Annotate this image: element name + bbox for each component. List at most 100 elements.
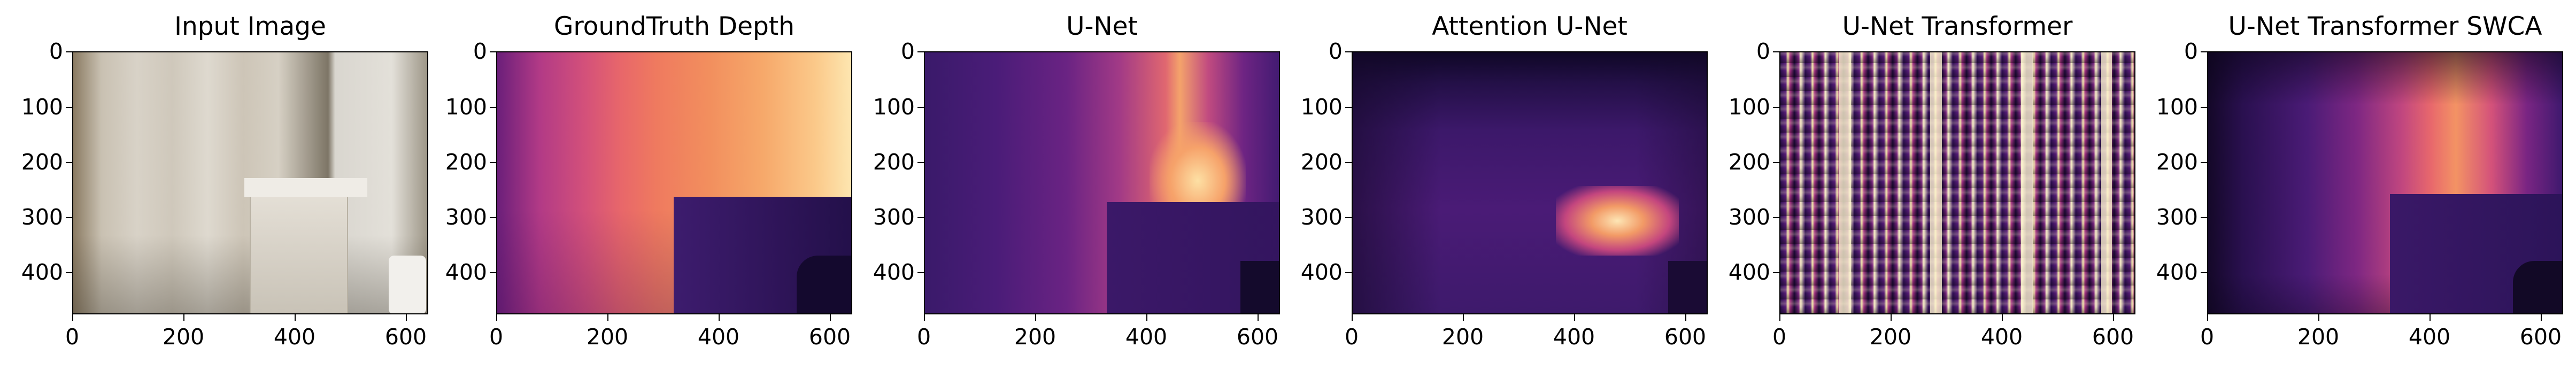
x-tick-label: 200 <box>586 324 629 350</box>
panel-title: Attention U-Net <box>1432 12 1628 41</box>
x-tick <box>2430 314 2431 321</box>
x-tick <box>183 314 184 321</box>
y-tick-label: 400 <box>873 259 915 285</box>
x-tick-label: 200 <box>162 324 205 350</box>
x-tick-label: 200 <box>1014 324 1056 350</box>
x-tick <box>1035 314 1036 321</box>
panel-image-trans <box>1779 51 2135 314</box>
x-tick-label: 600 <box>1664 324 1707 350</box>
x-tick <box>1352 314 1353 321</box>
y-tick-label: 100 <box>2156 94 2198 120</box>
x-tick <box>295 314 296 321</box>
y-tick-label: 0 <box>1328 38 1343 64</box>
panel-trans: U-Net Transformer 0 100 200 300 400 0 200 400 60… <box>1707 0 2135 370</box>
y-tick <box>1773 272 1779 273</box>
y-tick-label: 100 <box>1300 94 1343 120</box>
x-tick-label: 0 <box>916 324 931 350</box>
y-tick <box>1345 217 1352 218</box>
y-tick <box>66 107 72 108</box>
panel-title: GroundTruth Depth <box>553 12 795 41</box>
y-tick <box>1773 51 1779 52</box>
y-tick <box>2201 107 2207 108</box>
y-tick <box>1773 107 1779 108</box>
x-tick-label: 600 <box>808 324 851 350</box>
y-tick-label: 400 <box>445 259 487 285</box>
y-tick-label: 100 <box>445 94 487 120</box>
x-tick <box>2318 314 2319 321</box>
x-tick <box>2113 314 2114 321</box>
y-tick <box>917 107 924 108</box>
y-tick-label: 300 <box>1300 204 1343 230</box>
y-tick <box>1345 107 1352 108</box>
y-tick-label: 0 <box>49 38 63 64</box>
x-tick-label: 200 <box>1869 324 1912 350</box>
x-tick <box>2002 314 2003 321</box>
y-tick-label: 0 <box>473 38 487 64</box>
x-tick <box>1685 314 1686 321</box>
panel-image-gt <box>496 51 852 314</box>
panel-att: Attention U-Net 0 100 200 300 400 0 200 400 600 <box>1279 0 1708 370</box>
y-tick <box>2201 272 2207 273</box>
y-tick-label: 200 <box>1728 149 1770 175</box>
panel-title: U-Net Transformer <box>1842 12 2073 41</box>
y-tick-label: 100 <box>1728 94 1770 120</box>
y-tick-label: 0 <box>900 38 915 64</box>
y-tick <box>490 51 496 52</box>
y-tick-label: 200 <box>873 149 915 175</box>
y-tick-label: 300 <box>21 204 63 230</box>
x-tick <box>1891 314 1892 321</box>
y-tick-label: 200 <box>1300 149 1343 175</box>
panel-image-input <box>72 51 428 314</box>
y-tick <box>490 217 496 218</box>
y-tick-label: 0 <box>1756 38 1770 64</box>
x-tick <box>2541 314 2542 321</box>
y-tick <box>1345 162 1352 163</box>
x-tick-label: 0 <box>2200 324 2215 350</box>
y-tick <box>917 272 924 273</box>
panel-image-swca <box>2207 51 2563 314</box>
panel-gt: GroundTruth Depth 0 100 200 300 400 0 200 400 60… <box>424 0 852 370</box>
y-tick-label: 200 <box>2156 149 2198 175</box>
x-tick <box>830 314 831 321</box>
x-tick-label: 400 <box>273 324 316 350</box>
y-tick-label: 400 <box>1728 259 1770 285</box>
y-tick-label: 300 <box>873 204 915 230</box>
panel-title: Input Image <box>174 12 326 41</box>
x-tick <box>924 314 925 321</box>
panel-title: U-Net Transformer SWCA <box>2228 12 2542 41</box>
x-tick-label: 400 <box>697 324 740 350</box>
x-tick <box>719 314 720 321</box>
x-tick <box>406 314 407 321</box>
y-tick <box>1773 217 1779 218</box>
x-tick-label: 600 <box>2519 324 2562 350</box>
panel-input: Input Image 0 100 200 300 400 0 200 400 600 <box>0 0 428 370</box>
x-tick <box>1146 314 1147 321</box>
x-tick <box>496 314 497 321</box>
x-tick <box>607 314 608 321</box>
x-tick <box>1258 314 1259 321</box>
y-tick <box>2201 51 2207 52</box>
y-tick-label: 0 <box>2184 38 2198 64</box>
y-tick <box>2201 162 2207 163</box>
y-tick <box>917 51 924 52</box>
x-tick-label: 0 <box>65 324 80 350</box>
y-tick-label: 400 <box>1300 259 1343 285</box>
x-tick <box>1463 314 1464 321</box>
x-tick-label: 0 <box>1344 324 1359 350</box>
x-tick <box>1574 314 1575 321</box>
y-tick <box>1345 51 1352 52</box>
y-tick <box>66 162 72 163</box>
x-tick-label: 200 <box>1441 324 1484 350</box>
y-tick <box>66 272 72 273</box>
x-tick-label: 400 <box>1980 324 2023 350</box>
y-tick <box>66 217 72 218</box>
x-tick-label: 0 <box>1772 324 1787 350</box>
y-tick <box>66 51 72 52</box>
x-tick-label: 200 <box>2297 324 2340 350</box>
y-tick <box>1345 272 1352 273</box>
y-tick-label: 200 <box>445 149 487 175</box>
x-tick <box>2207 314 2208 321</box>
panel-title: U-Net <box>1066 12 1138 41</box>
panel-unet: U-Net 0 100 200 300 400 0 200 400 600 <box>852 0 1280 370</box>
y-tick <box>917 217 924 218</box>
